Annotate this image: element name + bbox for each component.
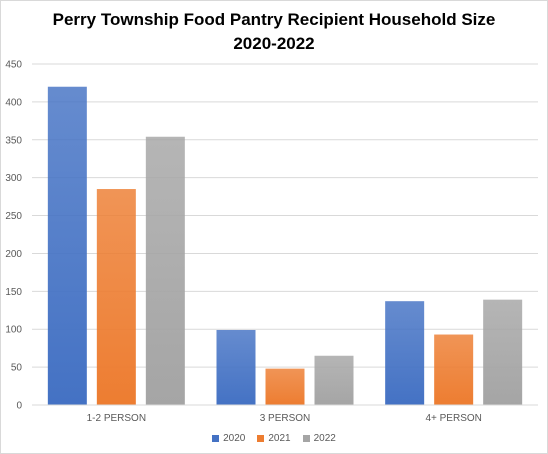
chart-title: Perry Township Food Pantry Recipient Hou… (52, 10, 496, 29)
y-tick-label: 200 (5, 249, 22, 260)
bar-2022-1-2-person (145, 136, 185, 405)
y-tick-label: 300 (5, 173, 22, 184)
bar-2020-1-2-person (47, 86, 87, 405)
bar-2021-1-2-person (96, 189, 136, 405)
bar-2022-3-person (314, 355, 354, 405)
y-tick-label: 0 (16, 401, 22, 412)
legend-item-2021: 2021 (257, 432, 291, 444)
y-tick-label: 100 (5, 325, 22, 336)
x-tick-label: 1-2 PERSON (87, 413, 146, 424)
bar-2021-3-person (265, 368, 305, 405)
legend-label-2021: 2021 (268, 432, 291, 444)
y-tick-label: 150 (5, 287, 22, 298)
legend-swatch-2020 (212, 434, 220, 442)
legend-label-2020: 2020 (223, 432, 246, 444)
legend-swatch-2021 (257, 434, 265, 442)
legend-item-2022: 2022 (302, 432, 336, 444)
y-tick-label: 400 (5, 97, 22, 108)
bar-2022-4-person (483, 299, 523, 405)
bar-2021-4-person (434, 334, 474, 405)
x-tick-label: 4+ PERSON (425, 413, 481, 424)
y-tick-label: 350 (5, 135, 22, 146)
y-tick-label: 450 (5, 60, 22, 71)
legend-label-2022: 2022 (313, 432, 336, 444)
chart-legend: 2020 2021 2022 (0, 430, 548, 446)
bar-2020-3-person (216, 329, 256, 405)
legend-item-2020: 2020 (212, 433, 245, 444)
chart-subtitle: 2020-2022 (233, 34, 315, 53)
legend-swatch-2022 (302, 434, 310, 442)
bar-2020-4-person (385, 301, 425, 405)
y-tick-label: 50 (11, 363, 23, 374)
y-tick-label: 250 (5, 211, 22, 222)
x-tick-label: 3 PERSON (260, 413, 311, 424)
